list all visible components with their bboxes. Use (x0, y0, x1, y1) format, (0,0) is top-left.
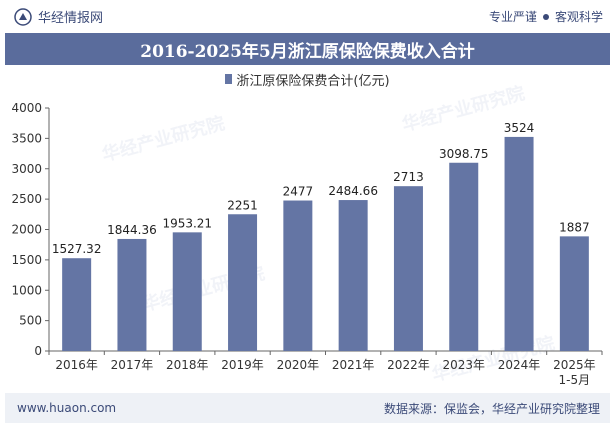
top-bar: 华经情报网 专业严谨 客观科学 (0, 0, 615, 33)
y-tick-label: 3500 (11, 131, 42, 145)
bar (338, 200, 368, 351)
x-tick-label: 2018年 (166, 358, 209, 372)
bar (62, 258, 92, 351)
chart-title: 2016-2025年5月浙江原保险保费收入合计 (5, 33, 610, 65)
slogan: 专业严谨 客观科学 (489, 0, 603, 33)
bar (117, 238, 147, 351)
footer-url[interactable]: www.huaon.com (17, 401, 117, 415)
brand-name: 华经情报网 (38, 11, 104, 26)
slogan-left: 专业严谨 (488, 10, 537, 24)
footer-source: 数据来源：保监会，华经产业研究院整理 (383, 401, 600, 416)
x-tick-label: 2017年 (111, 358, 154, 372)
data-label: 2477 (283, 185, 314, 199)
data-label: 2713 (393, 170, 424, 184)
bar (283, 200, 313, 351)
brand-logo-icon (14, 7, 32, 26)
y-tick-label: 2500 (11, 192, 42, 206)
data-label: 1844.36 (107, 223, 157, 237)
y-tick-label: 4000 (11, 101, 42, 115)
y-tick-label: 1500 (11, 253, 42, 267)
x-tick-label: 2021年 (332, 358, 375, 372)
x-tick-label: 2019年 (221, 358, 264, 372)
slogan-dot-icon (542, 13, 549, 20)
x-tick-label: 2025年 1-5月 (553, 358, 596, 387)
data-label: 3098.75 (439, 147, 489, 161)
y-tick-label: 500 (19, 314, 42, 328)
slogan-right: 客观科学 (554, 10, 603, 24)
x-tick-label: 2020年 (277, 358, 320, 372)
x-tick-label: 2023年 (442, 358, 485, 372)
bar (393, 186, 423, 351)
data-label: 1527.32 (52, 242, 102, 256)
x-tick-label: 2024年 (498, 358, 541, 372)
bar (228, 214, 258, 351)
bar (449, 162, 479, 351)
y-tick-label: 2000 (11, 223, 42, 237)
bar (172, 232, 202, 351)
legend: 浙江原保险保费合计(亿元) (0, 66, 615, 92)
legend-label: 浙江原保险保费合计(亿元) (236, 73, 390, 89)
x-tick-label: 2016年 (55, 358, 98, 372)
footer: www.huaon.com 数据来源：保监会，华经产业研究院整理 (5, 393, 610, 423)
data-label: 3524 (504, 121, 535, 135)
data-label: 2484.66 (328, 184, 378, 198)
y-tick-label: 3000 (11, 162, 42, 176)
y-tick-label: 1000 (11, 283, 42, 297)
data-label: 2251 (227, 198, 258, 212)
data-label: 1887 (559, 220, 590, 234)
y-tick-label: 0 (34, 344, 42, 358)
data-label: 1953.21 (162, 216, 212, 230)
x-tick-label: 2022年 (387, 358, 430, 372)
bar (559, 236, 589, 351)
brand: 华经情报网 (14, 7, 103, 26)
legend-swatch (225, 74, 233, 84)
bar (504, 136, 534, 351)
